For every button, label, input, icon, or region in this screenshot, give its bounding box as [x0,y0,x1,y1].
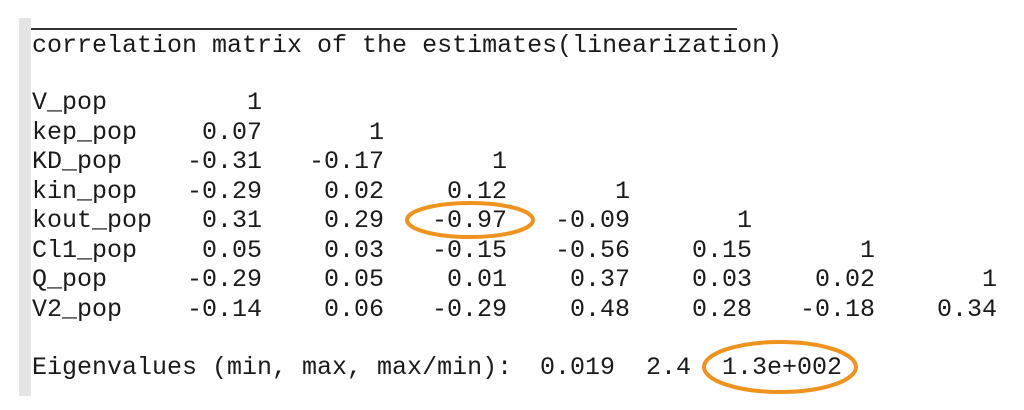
row-label: KD_pop [32,147,123,176]
matrix-cell: 0.03 [691,265,752,294]
matrix-cell: 0.29 [323,206,384,235]
matrix-cell: 1 [981,265,997,294]
row-label: Cl1_pop [32,235,138,265]
matrix-cell: 0.05 [323,265,384,294]
matrix-cell: -0.14 [186,294,262,324]
matrix-cell: 1 [368,117,384,147]
row-label: kin_pop [32,176,138,206]
matrix-cell: 0.31 [201,206,262,235]
eigenvalues-label: Eigenvalues (min, max, max/min): [32,353,513,382]
matrix-cell: 0.02 [814,265,875,294]
matrix-cell: -0.17 [308,147,384,176]
matrix-cell: -0.29 [186,265,262,294]
row-label: V_pop [32,88,108,117]
matrix-cell: 0.02 [323,176,384,206]
matrix-cell: -0.31 [186,147,262,176]
matrix-cell: -0.09 [554,206,630,235]
row-label: kout_pop [32,206,153,235]
matrix-cell: 0.15 [691,235,752,265]
row-label: V2_pop [32,294,123,324]
matrix-cell: 0.34 [936,294,997,324]
matrix-cell: -0.15 [431,235,507,265]
matrix-cell: 1 [491,147,507,176]
matrix-cell: 0.01 [446,265,507,294]
matrix-cell: 0.03 [323,235,384,265]
matrix-cell: 1 [614,176,630,206]
matrix-cell: -0.18 [799,294,875,324]
matrix-cell: -0.97 [431,206,507,235]
matrix-cell: 0.06 [323,294,384,324]
row-label: Q_pop [32,265,108,294]
highlight-ellipse-ratio [702,340,858,394]
matrix-cell: 1 [859,235,875,265]
matrix-cell: -0.56 [554,235,630,265]
row-label: kep_pop [32,117,138,147]
eigenvalue-min: 0.019 [540,353,616,382]
eigenvalue-max: 2.4 [646,353,692,382]
matrix-cell: 1 [736,206,752,235]
left-margin-bar [19,18,31,396]
matrix-cell: 0.28 [691,294,752,324]
matrix-cell: 0.12 [446,176,507,206]
matrix-cell: -0.29 [431,294,507,324]
highlight-ellipse-correlation [405,201,535,239]
section-title: correlation matrix of the estimates(line… [32,31,783,60]
matrix-cell: 0.07 [201,117,262,147]
matrix-cell: 1 [246,88,262,117]
eigenvalue-ratio: 1.3e+002 [722,353,843,382]
separator-line [31,28,737,30]
matrix-cell: 0.48 [569,294,630,324]
matrix-cell: 0.37 [569,265,630,294]
matrix-cell: -0.29 [186,176,262,206]
matrix-cell: 0.05 [201,235,262,265]
